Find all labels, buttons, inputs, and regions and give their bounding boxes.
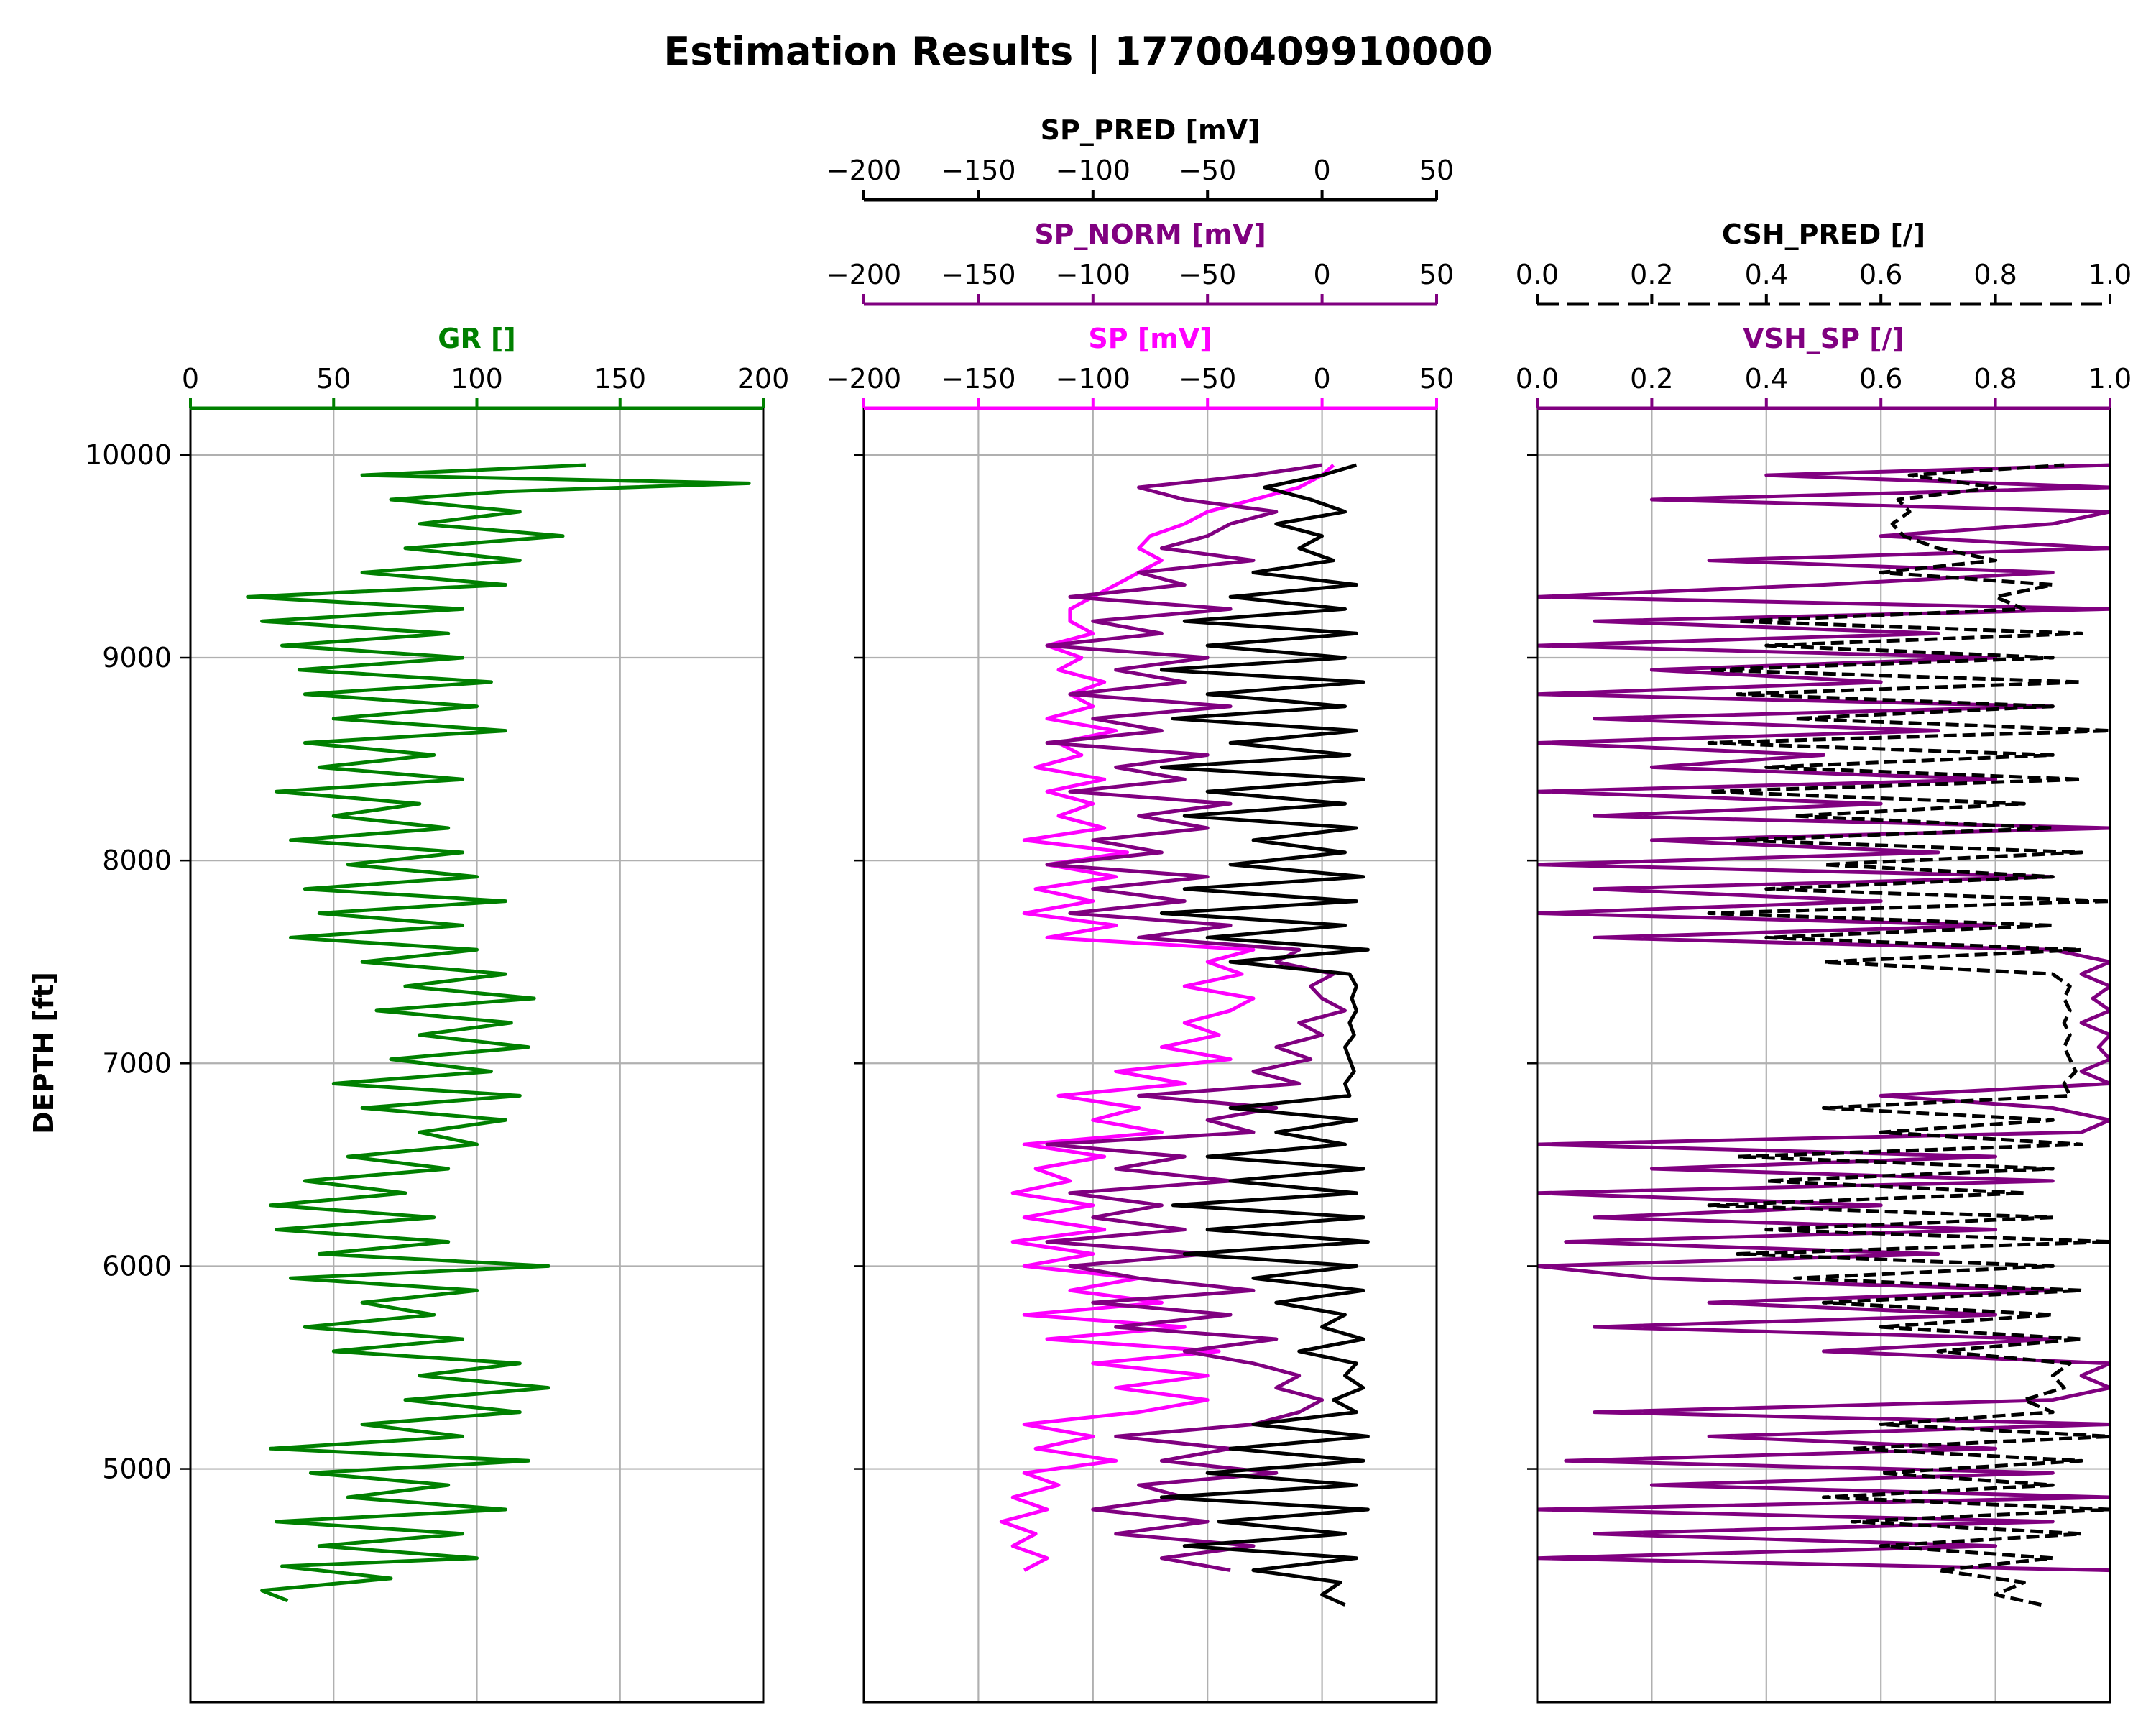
x-tick-label: 0.6 (1859, 363, 1902, 395)
chart-title: Estimation Results | 17700409910000 (663, 29, 1492, 74)
x-tick-label: −150 (941, 155, 1015, 186)
x-tick-label: −150 (941, 259, 1015, 290)
x-axis-title: SP_NORM [mV] (1034, 219, 1266, 250)
x-tick-label: 1.0 (2088, 259, 2132, 290)
y-tick-label: 6000 (102, 1250, 172, 1282)
x-tick-label: 200 (737, 363, 790, 395)
track-1: 5000 6000 7000 8000 9000 10000 0 50 100 150 200 GR … (85, 323, 790, 1704)
track-3: 0.0 0.2 0.4 0.6 0.8 1.0 VSH_SP [/] 0.0 0.2 0.4 0.6… (1516, 219, 2132, 1704)
x-tick-label: −150 (941, 363, 1015, 395)
x-axis-title: SP_PRED [mV] (1041, 114, 1261, 146)
x-tick-label: −50 (1179, 363, 1236, 395)
x-tick-label: −50 (1179, 259, 1236, 290)
x-tick-label: −100 (1056, 155, 1130, 186)
x-tick-label: −200 (826, 363, 901, 395)
x-tick-label: −100 (1056, 259, 1130, 290)
series-sp-pred (1159, 463, 1370, 1607)
x-axis-csh-pred: 0.0 0.2 0.4 0.6 0.8 1.0 CSH_PRED [/] (1516, 219, 2132, 306)
series-sp-norm (1045, 463, 1347, 1573)
x-tick-label: 0.4 (1745, 363, 1788, 395)
x-tick-label: 50 (316, 363, 351, 395)
x-axis-sp-norm-mv: −200 −150 −100 −50 0 50 SP_NORM [mV] (826, 219, 1454, 306)
x-tick-label: 0 (1314, 363, 1331, 395)
x-tick-label: −200 (826, 259, 901, 290)
x-tick-label: 0.0 (1516, 363, 1559, 395)
x-tick-label: 0 (182, 363, 199, 395)
y-tick-label: 7000 (102, 1047, 172, 1079)
x-tick-label: 0.4 (1745, 259, 1788, 290)
x-axis-title: GR [] (438, 323, 515, 354)
y-tick-label: 8000 (102, 845, 172, 876)
x-axis-title: VSH_SP [/] (1743, 323, 1904, 354)
x-tick-label: 150 (594, 363, 646, 395)
x-axis-title: CSH_PRED [/] (1722, 219, 1925, 250)
x-axis-vsh-sp: 0.0 0.2 0.4 0.6 0.8 1.0 VSH_SP [/] (1516, 323, 2132, 410)
x-tick-label: 100 (451, 363, 503, 395)
curves-group (999, 463, 1370, 1607)
x-tick-label: 0.8 (1973, 259, 2017, 290)
x-tick-label: 0 (1314, 259, 1331, 290)
x-tick-label: 0.8 (1973, 363, 2017, 395)
x-tick-label: 0.0 (1516, 259, 1559, 290)
x-axis-sp-mv: −200 −150 −100 −50 0 50 SP [mV] (826, 323, 1454, 410)
y-tick-label: 5000 (102, 1453, 172, 1485)
x-tick-label: −200 (826, 155, 901, 186)
series-csh-pred (1707, 463, 2110, 1607)
y-axis-label: DEPTH [ft] (28, 972, 60, 1134)
x-tick-label: −100 (1056, 363, 1130, 395)
x-axis-title: SP [mV] (1088, 323, 1212, 354)
x-tick-label: 1.0 (2088, 363, 2132, 395)
y-tick-label: 10000 (85, 439, 172, 471)
x-tick-label: 0.2 (1630, 259, 1673, 290)
x-tick-label: −50 (1179, 155, 1236, 186)
x-tick-label: 50 (1419, 363, 1454, 395)
series-vsh-sp (1537, 463, 2110, 1573)
curves-group (1537, 463, 2110, 1607)
x-tick-label: 50 (1419, 155, 1454, 186)
x-axis-gr: 0 50 100 150 200 GR [] (182, 323, 790, 410)
x-tick-label: 0.2 (1630, 363, 1673, 395)
x-tick-label: 50 (1419, 259, 1454, 290)
track-2: −200 −150 −100 −50 0 50 SP [mV] −200 −150 −100 −50… (826, 114, 1454, 1704)
x-tick-label: 0.6 (1859, 259, 1902, 290)
series-gr (246, 463, 751, 1603)
x-tick-label: 0 (1314, 155, 1331, 186)
y-tick-label: 9000 (102, 642, 172, 674)
x-axis-sp-pred-mv: −200 −150 −100 −50 0 50 SP_PRED [mV] (826, 114, 1454, 202)
curves-group (246, 463, 751, 1603)
